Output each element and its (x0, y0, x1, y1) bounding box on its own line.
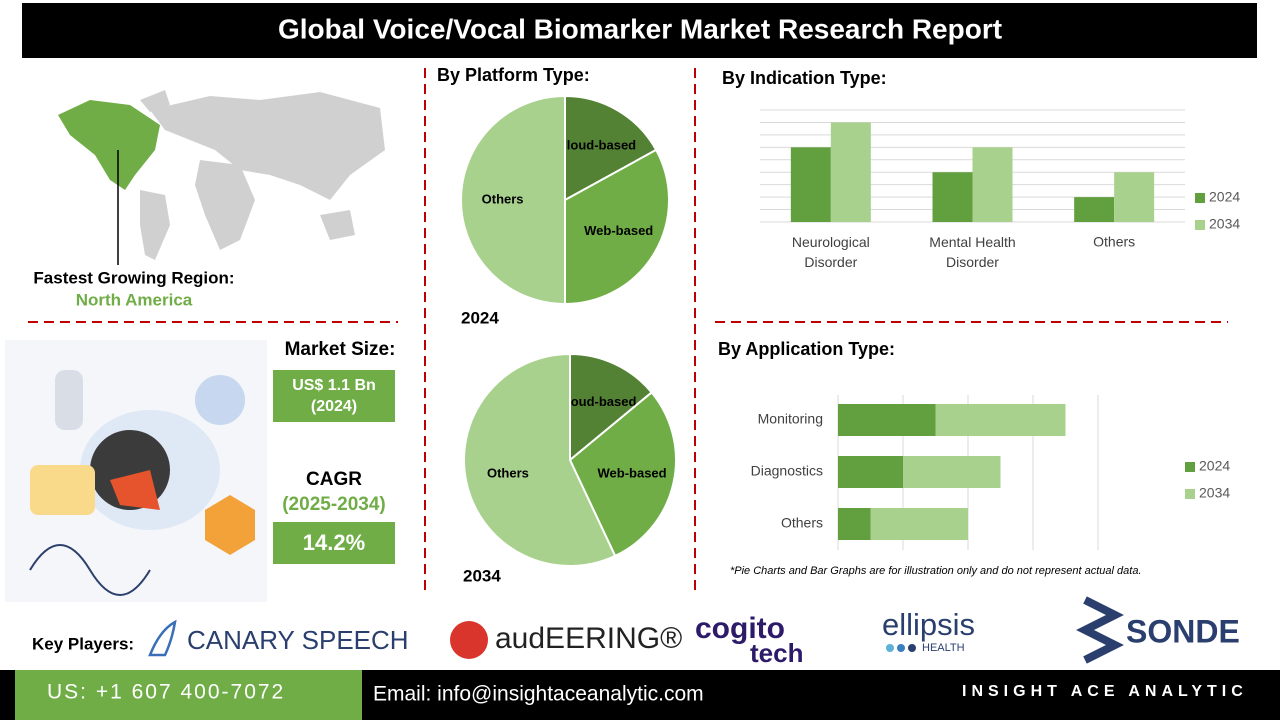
legend-label: 2024 (1209, 189, 1240, 205)
slice-label: Cloud-based (558, 394, 637, 409)
footer-brand: INSIGHT ACE ANALYTIC (962, 683, 1248, 700)
pie-caption: 2034 (463, 566, 501, 585)
bar (1114, 172, 1155, 222)
legend-label: 2034 (1199, 485, 1230, 501)
world-map (58, 90, 385, 265)
bar (932, 172, 973, 222)
bar (903, 456, 1001, 488)
y-tick-label: Diagnostics (751, 463, 823, 479)
bar (1074, 197, 1115, 222)
logo-icon (1076, 596, 1124, 664)
bar (972, 147, 1013, 222)
title: Global Voice/Vocal Biomarker Market Rese… (278, 13, 1002, 44)
player-logo: CANARY SPEECH (187, 625, 409, 655)
legend-swatch (1195, 193, 1205, 203)
pie-slice (460, 94, 566, 306)
x-tick-label: Neurological Disorder (792, 234, 870, 270)
pie-caption: 2024 (461, 308, 499, 327)
slice-label: Others (487, 465, 529, 480)
legend-swatch (1185, 489, 1195, 499)
pie-slice (463, 352, 617, 567)
region-label: Fastest Growing Region: (33, 268, 234, 287)
pie-slice (564, 148, 670, 306)
legend-swatch (1195, 220, 1205, 230)
legend-label: 2024 (1199, 458, 1230, 474)
player-logo: cogito (695, 612, 785, 645)
pie-slice (569, 352, 654, 463)
logo-icon (148, 619, 177, 657)
x-tick-label: Others (1093, 234, 1135, 250)
bar (838, 508, 871, 540)
footer-phone-box (15, 670, 362, 720)
slice-label: Others (482, 191, 524, 206)
market-size-label: Market Size: (285, 339, 396, 360)
cagr-label: CAGR (306, 469, 362, 490)
key-players-label: Key Players: (32, 634, 134, 653)
player-logo: tech (750, 638, 803, 668)
footer-email: Email: info@insightaceanalytic.com (373, 683, 704, 706)
slice-label: Web-based (598, 465, 667, 480)
cagr-period: (2025-2034) (282, 494, 386, 515)
pie-slice (564, 94, 658, 202)
slice-label: Web-based (584, 223, 653, 238)
logo-icon (886, 644, 916, 652)
section-title: By Application Type: (718, 339, 895, 359)
bar (790, 147, 831, 222)
bar (935, 404, 1066, 436)
section-title: By Indication Type: (722, 68, 887, 88)
x-tick-label: Mental Health Disorder (929, 234, 1015, 270)
illustration (5, 340, 267, 602)
section-title: By Platform Type: (437, 65, 590, 85)
bar (838, 456, 903, 488)
legend-label: 2034 (1209, 216, 1240, 232)
bar (870, 508, 968, 540)
market-size-box (273, 370, 395, 422)
cagr-value: 14.2% (303, 530, 365, 555)
footer-phone: US: +1 607 400-7072 (47, 681, 285, 704)
cagr-box (273, 522, 395, 564)
player-logo: audEERING® (495, 622, 682, 655)
bar (830, 122, 871, 222)
market-size-year: (2024) (311, 398, 357, 415)
player-logo: ellipsis (882, 607, 975, 642)
player-logo: HEALTH (922, 642, 965, 654)
bar (838, 404, 936, 436)
logo-icon (450, 621, 488, 659)
region-value: North America (76, 290, 193, 309)
y-tick-label: Others (781, 515, 823, 531)
note: *Pie Charts and Bar Graphs are for illus… (730, 565, 1142, 577)
player-logo: SONDE (1126, 613, 1240, 649)
slice-label: Cloud-based (557, 138, 636, 153)
market-size-value: US$ 1.1 Bn (292, 377, 376, 394)
legend-swatch (1185, 462, 1195, 472)
y-tick-label: Monitoring (758, 411, 823, 427)
title-bar (22, 3, 1257, 58)
